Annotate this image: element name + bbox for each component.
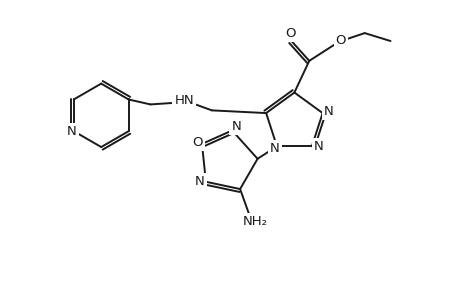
Text: N: N (269, 142, 279, 155)
Text: HN: HN (174, 94, 194, 107)
Text: O: O (335, 34, 346, 46)
Text: O: O (285, 27, 295, 40)
Text: N: N (195, 175, 204, 188)
Text: N: N (313, 140, 323, 153)
Text: N: N (231, 120, 241, 134)
Text: NH₂: NH₂ (242, 215, 267, 228)
Text: N: N (323, 105, 333, 118)
Text: N: N (67, 125, 77, 138)
Text: O: O (192, 136, 202, 148)
